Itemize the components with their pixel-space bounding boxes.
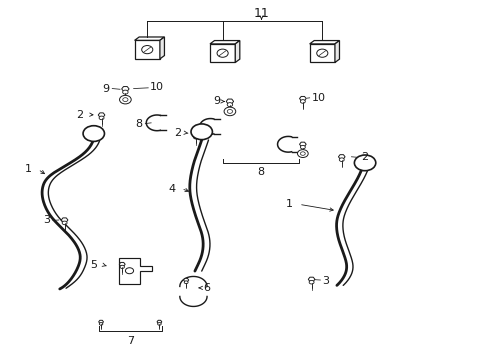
Circle shape — [184, 281, 188, 284]
Polygon shape — [118, 258, 152, 284]
Text: 4: 4 — [168, 184, 175, 194]
Circle shape — [125, 268, 133, 274]
Text: 1: 1 — [24, 164, 31, 174]
Polygon shape — [299, 142, 305, 147]
Polygon shape — [235, 41, 239, 63]
Circle shape — [297, 150, 307, 157]
Polygon shape — [134, 37, 164, 40]
Polygon shape — [309, 41, 339, 44]
Text: 3: 3 — [322, 276, 328, 286]
Circle shape — [195, 127, 207, 136]
Circle shape — [142, 45, 153, 54]
Text: 8: 8 — [135, 118, 142, 129]
Circle shape — [224, 107, 235, 116]
Circle shape — [354, 155, 375, 171]
Polygon shape — [192, 132, 199, 136]
Circle shape — [227, 109, 232, 113]
Text: 10: 10 — [311, 93, 325, 103]
Polygon shape — [209, 41, 239, 44]
Polygon shape — [61, 218, 68, 222]
Polygon shape — [99, 320, 103, 323]
Circle shape — [359, 158, 370, 167]
Circle shape — [120, 265, 124, 269]
Text: 9: 9 — [102, 84, 109, 94]
Text: 5: 5 — [90, 260, 98, 270]
Circle shape — [122, 90, 128, 94]
Polygon shape — [122, 86, 129, 91]
Polygon shape — [183, 278, 188, 282]
Circle shape — [99, 323, 102, 325]
Circle shape — [316, 49, 327, 57]
Text: 2: 2 — [174, 128, 181, 138]
Polygon shape — [334, 41, 339, 63]
Bar — [134, 40, 160, 59]
Text: 9: 9 — [213, 96, 220, 107]
Text: 7: 7 — [126, 336, 134, 346]
Circle shape — [339, 158, 344, 162]
Circle shape — [62, 221, 67, 225]
Circle shape — [308, 280, 313, 284]
Circle shape — [119, 95, 131, 104]
Polygon shape — [160, 37, 164, 59]
Circle shape — [300, 100, 305, 103]
Polygon shape — [299, 96, 305, 101]
Circle shape — [122, 98, 128, 102]
Polygon shape — [307, 277, 314, 282]
Text: 3: 3 — [43, 215, 50, 225]
Bar — [209, 44, 235, 63]
Polygon shape — [338, 155, 345, 159]
Text: 11: 11 — [253, 8, 269, 21]
Polygon shape — [119, 262, 125, 266]
Text: 2: 2 — [76, 110, 83, 120]
Circle shape — [300, 145, 305, 149]
Circle shape — [217, 49, 228, 57]
Bar — [309, 44, 334, 63]
Text: 1: 1 — [285, 199, 292, 209]
Circle shape — [227, 103, 232, 107]
Circle shape — [88, 129, 100, 138]
Circle shape — [191, 124, 212, 140]
Text: 2: 2 — [361, 153, 367, 162]
Text: 10: 10 — [149, 82, 163, 92]
Circle shape — [193, 135, 198, 139]
Text: 8: 8 — [257, 167, 264, 177]
Circle shape — [83, 126, 104, 141]
Circle shape — [99, 116, 104, 120]
Polygon shape — [226, 99, 233, 104]
Circle shape — [157, 323, 161, 325]
Polygon shape — [98, 113, 104, 117]
Text: 6: 6 — [203, 283, 210, 293]
Polygon shape — [157, 320, 162, 323]
Circle shape — [300, 152, 305, 155]
